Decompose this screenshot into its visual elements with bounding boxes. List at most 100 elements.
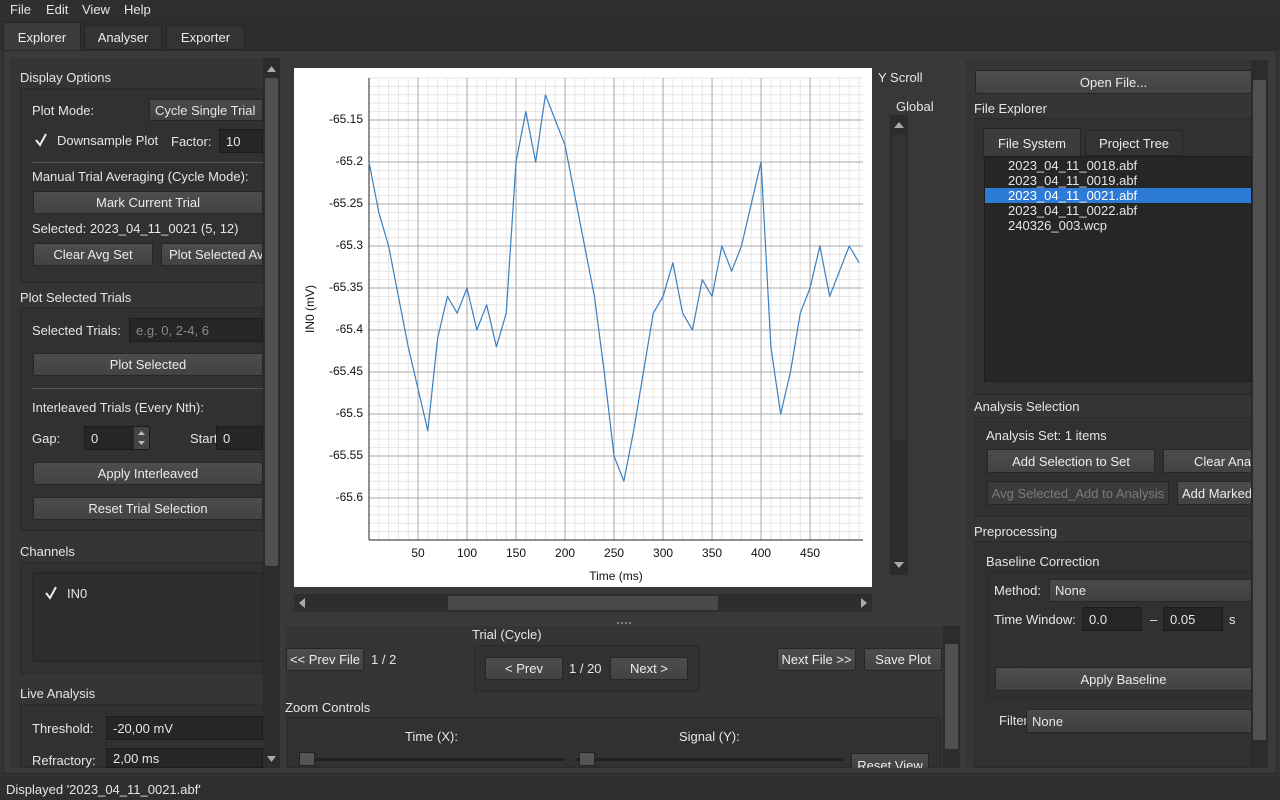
file-item[interactable]: 2023_04_11_0019.abf: [1008, 173, 1138, 188]
label: Y Scroll: [878, 70, 923, 85]
button[interactable]: Clear Ana: [1163, 449, 1252, 473]
label: Factor:: [171, 134, 212, 149]
checkbox-label: IN0: [67, 586, 88, 601]
button[interactable]: << Prev File: [286, 648, 364, 671]
combo-box[interactable]: Cycle Single Trial: [149, 99, 263, 121]
button[interactable]: Mark Current Trial: [33, 191, 263, 214]
spin-box[interactable]: 0.0: [1082, 607, 1142, 631]
x-tick-label: 50: [411, 546, 425, 560]
group-box: [20, 307, 263, 531]
y-tick-label: -65.5: [336, 406, 364, 420]
label: 1 / 20: [569, 661, 602, 676]
button[interactable]: Next >: [610, 657, 688, 680]
label: Gap:: [32, 431, 61, 446]
group-title: Channels: [20, 544, 75, 559]
group-title: Live Analysis: [20, 686, 96, 701]
label: Threshold:: [32, 721, 94, 736]
tab[interactable]: Project Tree: [1085, 130, 1183, 156]
button[interactable]: Next File >>: [777, 648, 856, 671]
label: Selected Trials:: [32, 323, 121, 338]
checkbox[interactable]: [43, 585, 59, 601]
y-tick-label: -65.35: [329, 280, 363, 294]
label: Method:: [994, 583, 1041, 598]
button[interactable]: Apply Baseline: [995, 667, 1252, 691]
label: Time Window:: [994, 612, 1076, 627]
x-tick-label: 450: [800, 546, 820, 560]
menu-item[interactable]: Help: [124, 2, 151, 17]
scroll-handle[interactable]: [448, 596, 718, 610]
button[interactable]: Reset Trial Selection: [33, 497, 263, 520]
group-title: Preprocessing: [974, 524, 1058, 539]
file-item[interactable]: 2023_04_11_0018.abf: [1008, 158, 1138, 173]
x-tick-label: 400: [751, 546, 771, 560]
checkbox[interactable]: [33, 132, 49, 148]
chart: 50 100 150 200 250 300 350 400 450 -65.15 -65.2 -65…: [294, 68, 872, 587]
y-tick-label: -65.4: [336, 322, 364, 336]
group-title: Analysis Selection: [974, 399, 1080, 414]
group-title: Trial (Cycle): [472, 627, 542, 642]
channel-list: [32, 572, 263, 662]
spin-box[interactable]: 0: [216, 426, 263, 450]
button[interactable]: Save Plot: [864, 648, 942, 671]
scroll-handle[interactable]: [265, 78, 278, 566]
spin-box[interactable]: 2,00 ms: [106, 748, 263, 768]
y-tick-label: -65.2: [336, 154, 364, 168]
trace-line: [368, 94, 860, 482]
label: Filter:: [999, 713, 1032, 728]
text-input[interactable]: 10: [219, 129, 263, 153]
button[interactable]: Add Selection to Set: [987, 449, 1155, 473]
menu-item[interactable]: File: [10, 2, 31, 17]
button[interactable]: Apply Interleaved: [33, 462, 263, 485]
menu-item[interactable]: View: [82, 2, 110, 17]
tab[interactable]: Exporter: [166, 25, 245, 50]
slider-track: [300, 758, 565, 761]
button[interactable]: Add Marked: [1177, 481, 1252, 505]
label: Manual Trial Averaging (Cycle Mode):: [32, 169, 249, 184]
status-text: Displayed '2023_04_11_0021.abf': [6, 782, 201, 797]
splitter-handle[interactable]: [616, 621, 634, 625]
spin-box[interactable]: 0.05: [1163, 607, 1223, 631]
slider-track: [576, 758, 844, 761]
x-tick-label: 350: [702, 546, 722, 560]
x-tick-label: 200: [555, 546, 575, 560]
button[interactable]: Plot Selected Av: [161, 243, 263, 266]
x-tick-label: 300: [653, 546, 673, 560]
x-tick-label: 250: [604, 546, 624, 560]
combo-box[interactable]: None: [1026, 709, 1252, 733]
label: Time (X):: [405, 729, 458, 744]
combo-box[interactable]: None: [1049, 579, 1252, 602]
separator: [32, 388, 263, 389]
scroll-handle[interactable]: [1253, 80, 1266, 740]
file-item-selected[interactable]: 2023_04_11_0021.abf: [1008, 188, 1138, 203]
menu-bar: [0, 0, 1280, 20]
y-axis-label: IN0 (mV): [303, 285, 317, 333]
button[interactable]: Open File...: [975, 70, 1252, 94]
spin-arrows[interactable]: [134, 427, 149, 449]
tab-active[interactable]: File System: [983, 128, 1081, 157]
tab[interactable]: Analyser: [84, 25, 162, 50]
status-bar: [0, 776, 1280, 800]
button[interactable]: Clear Avg Set: [33, 243, 153, 266]
label: s: [1229, 612, 1236, 627]
checkbox-label: Downsample Plot: [57, 133, 159, 148]
group-title: Plot Selected Trials: [20, 290, 132, 305]
slider-handle[interactable]: [299, 752, 315, 766]
selection-highlight: [985, 188, 1251, 203]
label: Global: [896, 99, 934, 114]
button[interactable]: Plot Selected: [33, 353, 263, 376]
menu-item[interactable]: Edit: [46, 2, 69, 17]
separator: [32, 162, 263, 163]
file-item[interactable]: 240326_003.wcp: [1008, 218, 1108, 233]
button[interactable]: < Prev: [485, 657, 563, 680]
slider-handle[interactable]: [579, 752, 595, 766]
scroll-handle[interactable]: [945, 644, 958, 749]
file-item[interactable]: 2023_04_11_0022.abf: [1008, 203, 1138, 218]
group-title: File Explorer: [974, 101, 1047, 116]
group-title: Zoom Controls: [285, 700, 371, 715]
text-input-placeholder[interactable]: e.g. 0, 2-4, 6: [129, 318, 263, 342]
button[interactable]: Reset View: [851, 753, 929, 768]
tab-active[interactable]: Explorer: [3, 22, 81, 51]
spin-box[interactable]: -20,00 mV: [106, 716, 263, 740]
scroll-handle[interactable]: [892, 135, 906, 440]
